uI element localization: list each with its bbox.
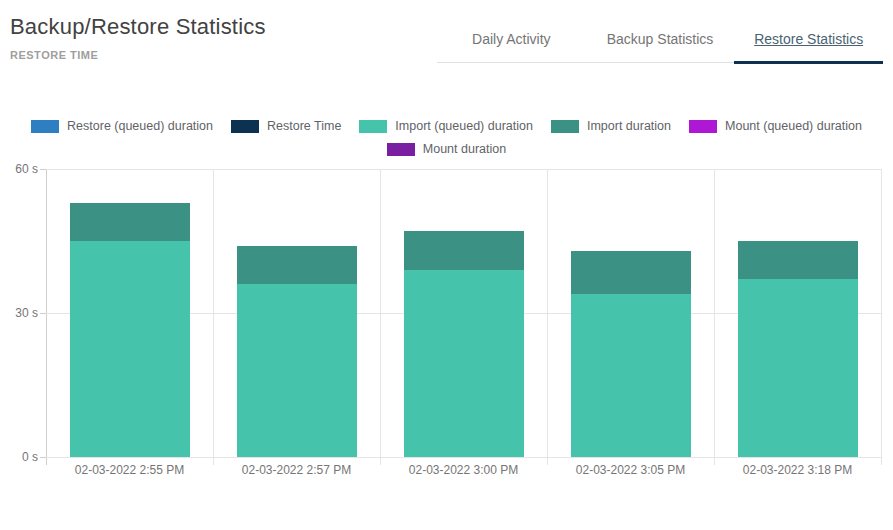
bar-segment-import-duration[interactable] <box>404 231 524 269</box>
legend-label: Mount (queued) duration <box>725 119 862 133</box>
tab-backup-statistics[interactable]: Backup Statistics <box>586 15 735 62</box>
legend-label: Import duration <box>587 119 671 133</box>
y-axis-tick <box>40 457 46 458</box>
legend-swatch-import-queued-duration <box>359 120 387 133</box>
legend-swatch-import-duration <box>551 120 579 133</box>
legend-swatch-mount-queued-duration <box>689 120 717 133</box>
x-gridline <box>881 169 882 465</box>
x-gridline <box>380 169 381 465</box>
legend-label: Import (queued) duration <box>395 119 533 133</box>
legend-item-import-queued-duration[interactable]: Import (queued) duration <box>359 119 533 133</box>
legend-item-import-duration[interactable]: Import duration <box>551 119 671 133</box>
x-gridline <box>213 169 214 465</box>
gridline-60-s <box>46 169 881 170</box>
bar-02-03-2022-3-00-pm <box>404 231 524 457</box>
bar-segment-import-queued-duration[interactable] <box>237 284 357 457</box>
legend-swatch-restore-queued-duration <box>31 120 59 133</box>
header: Backup/Restore Statistics RESTORE TIME <box>10 14 266 61</box>
restore-time-chart: 60 s30 s0 s 02-03-2022 2:55 PM02-03-2022… <box>0 0 893 530</box>
bar-02-03-2022-2-57-pm <box>237 246 357 457</box>
y-axis-label-60-s: 60 s <box>15 162 38 176</box>
bar-segment-import-queued-duration[interactable] <box>738 279 858 457</box>
y-axis-tick <box>40 169 46 170</box>
y-axis-label-30-s: 30 s <box>15 306 38 320</box>
tab-label: Backup Statistics <box>607 31 714 47</box>
legend-label: Restore Time <box>267 119 341 133</box>
bar-segment-import-duration[interactable] <box>738 241 858 279</box>
x-axis-label-02-03-2022-2-55-pm: 02-03-2022 2:55 PM <box>46 463 213 477</box>
x-axis-labels: 02-03-2022 2:55 PM02-03-2022 2:57 PM02-0… <box>46 463 881 481</box>
x-axis-label-02-03-2022-3-18-pm: 02-03-2022 3:18 PM <box>714 463 881 477</box>
bar-02-03-2022-3-05-pm <box>571 251 691 457</box>
bar-segment-import-duration[interactable] <box>571 251 691 294</box>
x-axis-label-02-03-2022-3-00-pm: 02-03-2022 3:00 PM <box>380 463 547 477</box>
plot-area <box>46 169 881 457</box>
legend-item-restore-time[interactable]: Restore Time <box>231 119 341 133</box>
bar-segment-import-queued-duration[interactable] <box>571 294 691 457</box>
bar-segment-import-duration[interactable] <box>70 203 190 241</box>
legend-swatch-restore-time <box>231 120 259 133</box>
legend-swatch-mount-duration <box>387 143 415 156</box>
bar-02-03-2022-2-55-pm <box>70 203 190 457</box>
legend-label: Restore (queued) duration <box>67 119 213 133</box>
x-gridline <box>714 169 715 465</box>
legend-item-mount-duration[interactable]: Mount duration <box>387 142 506 156</box>
y-axis-label-0-s: 0 s <box>22 450 38 464</box>
x-axis-label-02-03-2022-2-57-pm: 02-03-2022 2:57 PM <box>213 463 380 477</box>
tab-label: Daily Activity <box>472 31 551 47</box>
chart-section-label: RESTORE TIME <box>10 49 266 61</box>
tab-bar: Daily Activity Backup Statistics Restore S… <box>437 15 883 63</box>
gridline-0-s <box>46 457 881 458</box>
y-axis-tick <box>40 313 46 314</box>
chart-legend: Restore (queued) duration Restore Time Imp… <box>16 119 877 156</box>
bar-segment-import-queued-duration[interactable] <box>404 270 524 457</box>
x-axis-label-02-03-2022-3-05-pm: 02-03-2022 3:05 PM <box>547 463 714 477</box>
tab-label: Restore Statistics <box>754 31 863 47</box>
bar-02-03-2022-3-18-pm <box>738 241 858 457</box>
legend-label: Mount duration <box>423 142 506 156</box>
tab-daily-activity[interactable]: Daily Activity <box>437 15 586 62</box>
legend-item-mount-queued-duration[interactable]: Mount (queued) duration <box>689 119 862 133</box>
x-gridline <box>547 169 548 465</box>
bar-segment-import-queued-duration[interactable] <box>70 241 190 457</box>
backup-restore-statistics-page: Backup/Restore Statistics RESTORE TIME D… <box>0 0 893 530</box>
y-axis-labels: 60 s30 s0 s <box>0 169 38 457</box>
active-tab-indicator <box>734 61 883 64</box>
tab-restore-statistics[interactable]: Restore Statistics <box>734 15 883 62</box>
legend-item-restore-queued-duration[interactable]: Restore (queued) duration <box>31 119 213 133</box>
bar-segment-import-duration[interactable] <box>237 246 357 284</box>
page-title: Backup/Restore Statistics <box>10 14 266 40</box>
